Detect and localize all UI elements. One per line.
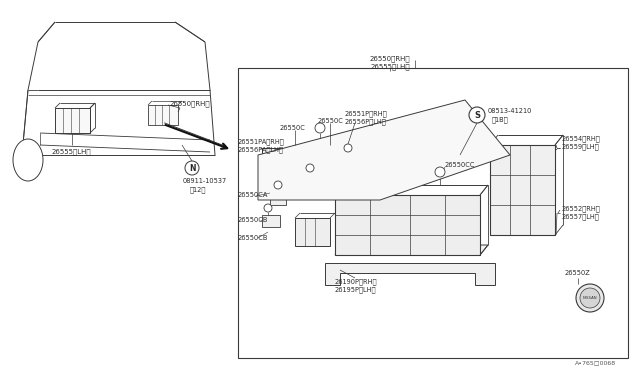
- Polygon shape: [335, 245, 488, 255]
- Circle shape: [580, 288, 600, 308]
- Text: （12）: （12）: [190, 186, 206, 193]
- Text: 26550CB: 26550CB: [238, 235, 268, 241]
- Text: 26557（LH）: 26557（LH）: [562, 213, 600, 219]
- Circle shape: [315, 123, 325, 133]
- Bar: [55, 108, 90, 133]
- Bar: [266, 165, 273, 173]
- Text: S: S: [474, 110, 480, 119]
- Text: 08911-10537: 08911-10537: [183, 178, 227, 184]
- Text: 26559（LH）: 26559（LH）: [562, 143, 600, 150]
- Bar: [288, 152, 295, 160]
- Text: 26554（RH）: 26554（RH）: [562, 135, 601, 142]
- Bar: [308, 148, 340, 174]
- Text: 26555（LH）: 26555（LH）: [370, 63, 410, 70]
- Circle shape: [469, 107, 485, 123]
- Circle shape: [306, 164, 314, 172]
- Bar: [490, 145, 555, 235]
- Text: A•765▢0068: A•765▢0068: [575, 360, 616, 365]
- Bar: [262, 148, 297, 178]
- Bar: [288, 165, 295, 173]
- Text: 26555（LH）: 26555（LH）: [52, 148, 92, 155]
- Text: 26556P（LH）: 26556P（LH）: [345, 118, 387, 125]
- Text: 26552（RH）: 26552（RH）: [562, 205, 601, 212]
- Bar: [270, 193, 286, 205]
- Text: 26550（RH）: 26550（RH）: [170, 100, 211, 107]
- Bar: [238, 68, 628, 358]
- Text: 26550C: 26550C: [318, 118, 344, 124]
- Text: N: N: [189, 164, 195, 173]
- Circle shape: [435, 167, 445, 177]
- Bar: [277, 152, 284, 160]
- Bar: [295, 218, 330, 246]
- Text: 26550Z: 26550Z: [565, 270, 591, 276]
- Text: NISSAN: NISSAN: [582, 296, 597, 300]
- Text: 26550CC: 26550CC: [445, 162, 476, 168]
- Ellipse shape: [13, 139, 43, 181]
- Circle shape: [264, 204, 272, 212]
- Text: 26556PA（LH）: 26556PA（LH）: [238, 146, 284, 153]
- Polygon shape: [258, 100, 510, 200]
- Circle shape: [344, 144, 352, 152]
- Text: 26190P（RH）: 26190P（RH）: [335, 278, 378, 285]
- Text: 26550CB: 26550CB: [238, 217, 268, 223]
- Bar: [277, 165, 284, 173]
- Text: 26550C: 26550C: [280, 125, 306, 131]
- Circle shape: [576, 284, 604, 312]
- Text: 08513-41210: 08513-41210: [488, 108, 532, 114]
- Bar: [305, 145, 343, 177]
- Text: （1B）: （1B）: [492, 116, 509, 123]
- Text: 26195P（LH）: 26195P（LH）: [335, 286, 376, 293]
- Bar: [335, 195, 480, 255]
- Text: 26551P（RH）: 26551P（RH）: [345, 110, 388, 116]
- Polygon shape: [325, 263, 495, 285]
- Circle shape: [274, 181, 282, 189]
- Circle shape: [185, 161, 199, 175]
- Text: 26551PA（RH）: 26551PA（RH）: [238, 138, 285, 145]
- Text: 26550CA: 26550CA: [238, 192, 268, 198]
- Bar: [148, 105, 178, 125]
- Bar: [262, 215, 280, 227]
- Text: 26550（RH）: 26550（RH）: [370, 55, 410, 62]
- Bar: [266, 152, 273, 160]
